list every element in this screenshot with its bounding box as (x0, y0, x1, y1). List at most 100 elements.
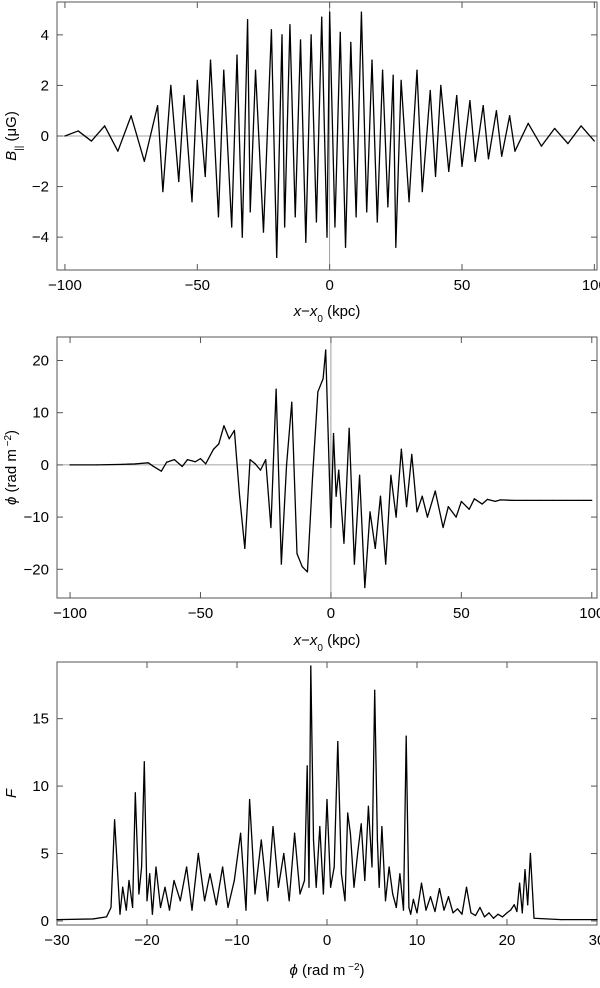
data-point (421, 495, 423, 497)
data-point (138, 893, 140, 895)
data-point (512, 499, 515, 501)
data-point (299, 893, 301, 895)
x-axis-label-end: ) (360, 962, 365, 979)
data-point (369, 511, 371, 513)
data-point (483, 916, 486, 918)
data-point (254, 69, 257, 71)
data-point (95, 464, 97, 466)
y-axis-label: F (3, 788, 20, 798)
data-point (312, 474, 314, 476)
data-point (554, 127, 556, 130)
data-point (499, 499, 502, 501)
x-tick-label: 10 (409, 932, 426, 949)
data-point (434, 175, 437, 178)
data-point (240, 832, 242, 834)
data-point (319, 825, 321, 828)
data-point (392, 893, 394, 895)
data-point (69, 464, 71, 466)
data-point (337, 740, 339, 743)
data-point (141, 866, 143, 868)
data-point (217, 216, 220, 218)
data-point (468, 508, 470, 510)
data-point (447, 506, 449, 508)
data-point (552, 499, 554, 501)
data-point (353, 563, 355, 565)
data-point (236, 54, 238, 56)
data-point (90, 140, 93, 142)
data-point (405, 735, 407, 737)
x-axis-label-pre: x (293, 632, 302, 649)
data-point (494, 500, 496, 503)
data-point (228, 438, 230, 440)
data-point (473, 498, 475, 500)
data-point (315, 221, 318, 223)
data-point (249, 798, 251, 801)
data-point (438, 887, 441, 890)
y-axis-label-pre: B (3, 151, 20, 161)
data-point (105, 916, 108, 918)
data-point (395, 906, 397, 909)
x-tick-label: −10 (224, 932, 249, 949)
y-tick-label: 0 (41, 913, 49, 930)
data-point (378, 886, 380, 888)
x-axis-label: x−x0 (kpc) (293, 303, 361, 325)
data-point (330, 526, 332, 529)
data-point (411, 453, 413, 456)
data-point (270, 29, 273, 31)
data-point (179, 900, 181, 902)
data-point (114, 819, 116, 821)
data-point (412, 898, 414, 900)
data-point (223, 69, 225, 71)
y-tick-label: 0 (41, 128, 49, 145)
data-point (276, 256, 278, 258)
data-point (474, 160, 476, 162)
x-tick-label: −50 (188, 605, 213, 622)
data-point (110, 906, 112, 909)
y-tick-label: 0 (41, 457, 49, 474)
data-point (348, 427, 350, 429)
data-point (288, 900, 290, 902)
data-point (509, 115, 511, 117)
x-axis-label-minus: − (301, 303, 310, 320)
data-point (77, 130, 79, 132)
data-point (186, 866, 188, 868)
data-point (371, 866, 373, 868)
data-point (249, 459, 251, 461)
x-axis-label-minus: − (301, 632, 310, 649)
data-point (387, 206, 389, 208)
data-point (170, 84, 172, 87)
data-point (385, 563, 387, 565)
data-point (303, 879, 306, 882)
data-point (296, 553, 298, 555)
y-tick-label: 10 (32, 778, 49, 795)
data-point (181, 465, 183, 468)
data-point (384, 900, 387, 902)
data-point (388, 866, 390, 868)
data-point (222, 866, 224, 868)
data-point (241, 236, 243, 238)
data-point (349, 832, 351, 834)
data-point (246, 19, 249, 21)
data-point (434, 490, 436, 492)
x-axis-label-var: x (309, 632, 318, 649)
data-point (122, 886, 124, 888)
x-axis-label-post: (rad m (298, 962, 346, 979)
data-point (497, 913, 499, 915)
data-point (160, 470, 162, 472)
data-point (460, 500, 462, 503)
data-point (119, 913, 121, 915)
data-point (456, 94, 458, 97)
x-axis-label-post: (kpc) (323, 303, 361, 320)
data-point (134, 792, 136, 794)
data-point (465, 886, 468, 888)
data-point (400, 79, 402, 81)
data-point (408, 201, 410, 203)
data-point (317, 391, 319, 393)
data-point (420, 882, 423, 884)
data-point (215, 904, 217, 906)
data-point (343, 542, 345, 544)
data-point (364, 879, 366, 882)
data-point (335, 495, 337, 497)
data-point (275, 388, 277, 390)
